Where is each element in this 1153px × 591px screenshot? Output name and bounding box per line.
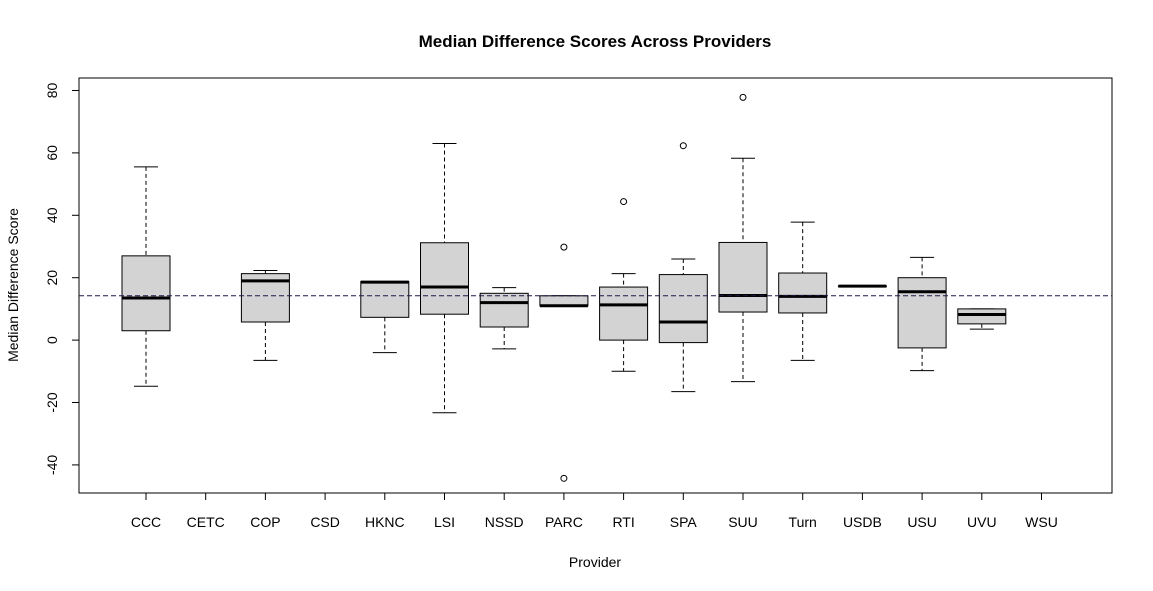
outlier-point [560, 474, 568, 482]
x-tick-label: PARC [545, 514, 583, 530]
x-tick-label: Turn [789, 514, 817, 530]
y-tick-label: 20 [44, 270, 60, 286]
box [658, 274, 708, 344]
box [420, 242, 469, 315]
box [360, 280, 410, 318]
y-tick-label: -40 [44, 455, 60, 475]
plot-area: -40 -20 0 20 40 60 80 CCC CETC COP CSD HKNC LSI NSSD P… [44, 77, 1113, 530]
chart-title: Median Difference Scores Across Provider… [419, 32, 772, 51]
y-axis-title: Median Difference Score [5, 208, 21, 362]
box [778, 272, 828, 314]
y-tick-label: 40 [44, 207, 60, 223]
x-tick-label: LSI [434, 514, 455, 530]
plot-frame [78, 77, 1113, 494]
y-tick-label: 0 [44, 336, 60, 344]
x-tick-label: USDB [843, 514, 882, 530]
outlier-point [560, 243, 568, 251]
box [957, 308, 1007, 325]
x-tick-label: SPA [670, 514, 698, 530]
x-tick-label: WSU [1025, 514, 1058, 530]
box [479, 292, 529, 328]
outlier-point [679, 142, 687, 150]
box [718, 241, 768, 313]
x-tick-label: CCC [131, 514, 161, 530]
y-tick-label: 80 [44, 82, 60, 98]
box [599, 286, 649, 341]
x-tick-label: HKNC [365, 514, 405, 530]
outlier-point [739, 93, 747, 101]
x-tick-label: NSSD [485, 514, 524, 530]
y-tick-label: -20 [44, 392, 60, 412]
x-tick-label: COP [250, 514, 280, 530]
x-tick-label: SUU [728, 514, 758, 530]
y-tick-label: 60 [44, 145, 60, 161]
box [897, 277, 947, 349]
x-tick-label: USU [907, 514, 937, 530]
box [121, 255, 171, 332]
x-axis-title: Provider [569, 554, 621, 570]
x-tick-label: CSD [310, 514, 340, 530]
x-tick-label: CETC [187, 514, 225, 530]
outlier-point [620, 198, 628, 206]
x-tick-label: RTI [612, 514, 634, 530]
x-tick-label: UVU [967, 514, 997, 530]
